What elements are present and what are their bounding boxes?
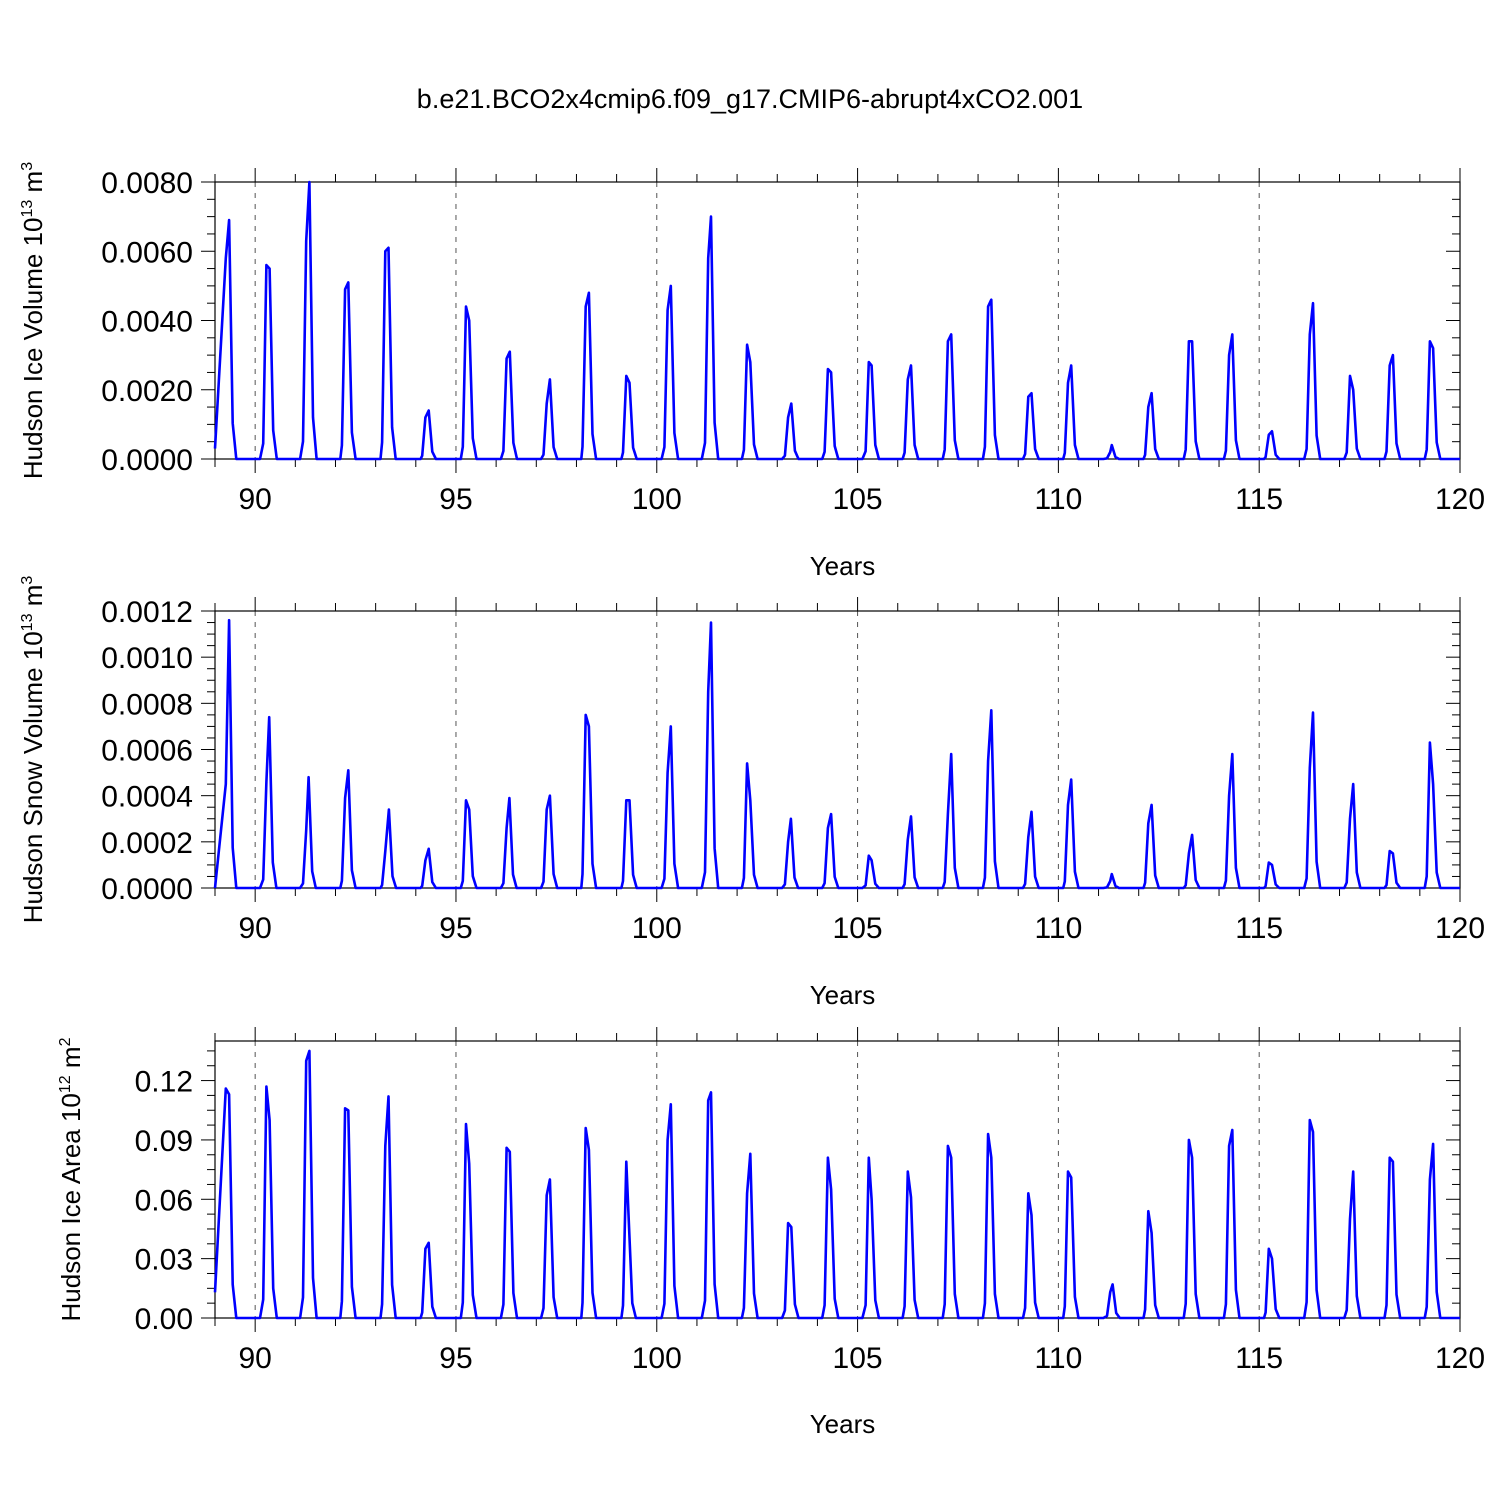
y-tick-label: 0.06 — [135, 1184, 193, 1217]
x-tick-label: 110 — [1034, 912, 1082, 945]
y-tick-label: 0.0008 — [101, 688, 193, 721]
x-tick-label: 115 — [1235, 483, 1283, 516]
x-tick-label: 100 — [632, 483, 682, 516]
x-tick-label: 100 — [632, 1342, 682, 1375]
y-tick-label: 0.00 — [135, 1303, 193, 1336]
y-tick-label: 0.0080 — [101, 167, 193, 200]
y-tick-label: 0.0020 — [101, 375, 193, 408]
x-tick-label: 115 — [1235, 1342, 1283, 1375]
x-tick-label: 105 — [833, 483, 883, 516]
y-tick-label: 0.0060 — [101, 236, 193, 269]
x-axis-label: Years — [810, 980, 876, 1010]
series-line — [213, 1049, 1460, 1320]
y-axis-label: Hudson Ice Area 1012 m2 — [56, 1037, 86, 1321]
panel-ice-area: 90 95 100 105 110 115 120 0.00 0.03 0.06 0.09 0.12 Y… — [56, 1027, 1485, 1439]
x-tick-label: 120 — [1435, 1342, 1485, 1375]
y-tick-label: 0.03 — [135, 1244, 193, 1277]
figure-title: b.e21.BCO2x4cmip6.f09_g17.CMIP6-abrupt4x… — [416, 84, 1084, 114]
y-tick-label: 0.0004 — [101, 781, 193, 814]
x-tick-label: 105 — [833, 912, 883, 945]
x-tick-label: 95 — [439, 912, 472, 945]
y-tick-label: 0.0010 — [101, 642, 193, 675]
x-tick-label: 100 — [632, 912, 682, 945]
series-line — [213, 618, 1460, 890]
y-tick-label: 0.0000 — [101, 873, 193, 906]
x-tick-label: 90 — [238, 1342, 271, 1375]
y-tick-label: 0.0012 — [101, 596, 193, 629]
x-tick-label: 95 — [439, 1342, 472, 1375]
y-tick-label: 0.0006 — [101, 735, 193, 768]
x-tick-label: 110 — [1034, 1342, 1082, 1375]
x-tick-label: 115 — [1235, 912, 1283, 945]
panel-snow-volume: 90 95 100 105 110 115 120 0.0000 0.0002 0.0004 0.0… — [18, 576, 1485, 1010]
y-tick-label: 0.12 — [135, 1066, 193, 1099]
x-tick-label: 90 — [238, 483, 271, 516]
y-tick-label: 0.0002 — [101, 827, 193, 860]
x-tick-label: 95 — [439, 483, 472, 516]
x-tick-label: 90 — [238, 912, 271, 945]
plot-frame — [214, 181, 1461, 460]
y-axis-label: Hudson Ice Volume 1013 m3 — [18, 162, 48, 479]
series-line — [213, 180, 1460, 461]
panel-ice-volume: 90 95 100 105 110 115 120 0.0000 0.0020 0.0040 0.0… — [18, 162, 1485, 581]
y-tick-label: 0.09 — [135, 1125, 193, 1158]
x-tick-label: 120 — [1435, 912, 1485, 945]
x-tick-label: 110 — [1034, 483, 1082, 516]
x-axis-label: Years — [810, 551, 876, 581]
y-tick-label: 0.0040 — [101, 306, 193, 339]
plot-frame — [214, 610, 1461, 889]
x-axis-label: Years — [810, 1409, 876, 1439]
x-tick-label: 120 — [1435, 483, 1485, 516]
y-tick-label: 0.0000 — [101, 444, 193, 477]
x-tick-label: 105 — [833, 1342, 883, 1375]
y-axis-label: Hudson Snow Volume 1013 m3 — [18, 576, 48, 924]
